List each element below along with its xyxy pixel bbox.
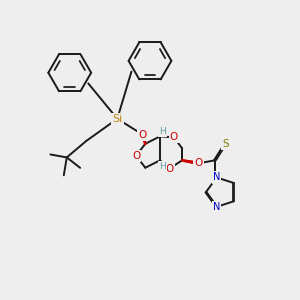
- Text: O: O: [194, 158, 202, 168]
- Text: N: N: [213, 202, 220, 212]
- Text: O: O: [170, 132, 178, 142]
- Text: Si: Si: [112, 114, 122, 124]
- Text: N: N: [213, 172, 220, 182]
- Text: O: O: [132, 151, 140, 161]
- Text: N: N: [211, 172, 219, 182]
- Text: H: H: [159, 162, 166, 171]
- Text: H: H: [159, 127, 166, 136]
- Text: O: O: [165, 164, 173, 174]
- Text: S: S: [222, 139, 229, 149]
- Polygon shape: [141, 134, 145, 144]
- Text: O: O: [138, 130, 147, 140]
- Polygon shape: [182, 160, 199, 165]
